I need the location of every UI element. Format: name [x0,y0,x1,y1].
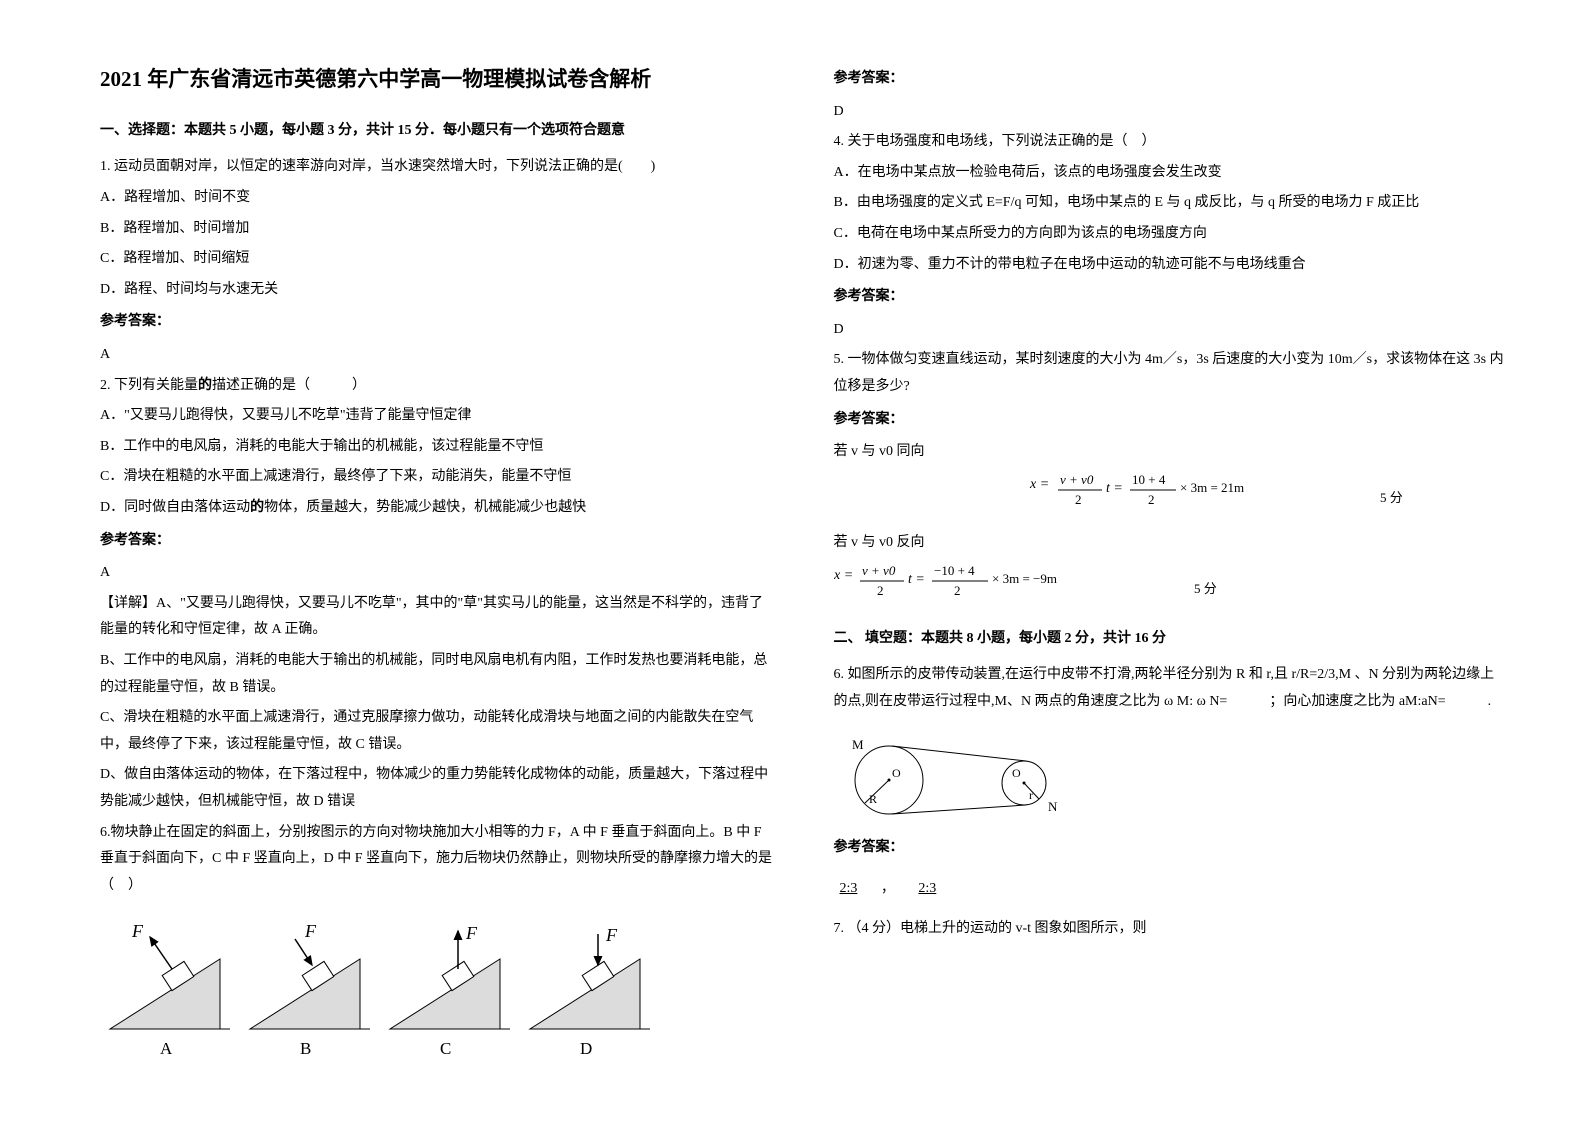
q1-answer: A [100,342,774,369]
q2-stem-a: 2. 下列有关能量 [100,378,198,393]
q4-option-b: B．由电场强度的定义式 E=F/q 可知，电场中某点的 E 与 q 成反比，与 … [834,190,1508,217]
svg-text:v + v0: v + v0 [862,563,896,578]
q2-stem-c: 描述正确的是（ ） [212,378,366,393]
q1-option-b: B．路程增加、时间增加 [100,216,774,243]
q2-explain-3: C、滑块在粗糙的水平面上减速滑行，通过克服摩擦力做功，动能转化成滑块与地面之间的… [100,705,774,758]
q2-answer-label: 参考答案： [100,528,774,555]
svg-text:v + v0: v + v0 [1060,472,1094,487]
q4-option-d: D．初速为零、重力不计的带电粒子在电场中运动的轨迹可能不与电场线重合 [834,252,1508,279]
page: 2021 年广东省清远市英德第六中学高一物理模拟试卷含解析 一、选择题：本题共 … [0,0,1587,1122]
right-column: 参考答案： D 4. 关于电场强度和电场线，下列说法正确的是（ ） A．在电场中… [834,60,1508,1082]
q2-option-c: C．滑块在粗糙的水平面上减速滑行，最终停了下来，动能消失，能量不守恒 [100,464,774,491]
q5-line-2: 若 v 与 v0 反向 [834,530,1508,557]
q2-stem: 2. 下列有关能量的描述正确的是（ ） [100,373,774,400]
q5-formula-2: x = v + v0 2 t = −10 + 4 2 × 3m = −9m 5 … [834,563,1508,616]
svg-text:2: 2 [877,583,884,598]
q2-option-d: D．同时做自由落体运动的物体，质量越大，势能减少越快，机械能减少也越快 [100,495,774,522]
svg-text:t =: t = [1106,481,1123,496]
incline-label-b: B [300,1039,311,1058]
right-ans-d-1: D [834,99,1508,126]
q6-right-stem: 6. 如图所示的皮带传动装置,在运行中皮带不打滑,两轮半径分别为 R 和 r,且… [834,662,1508,715]
q2-explain-4: D、做自由落体运动的物体，在下落过程中，物体减少的重力势能转化成物体的动能，质量… [100,762,774,815]
q2-answer: A [100,560,774,587]
left-column: 2021 年广东省清远市英德第六中学高一物理模拟试卷含解析 一、选择题：本题共 … [100,60,774,1082]
q4-option-a: A．在电场中某点放一检验电荷后，该点的电场强度会发生改变 [834,160,1508,187]
svg-text:F: F [605,925,618,945]
svg-text:F: F [304,921,317,941]
svg-text:F: F [131,921,144,941]
formula-1-svg: x = v + v0 2 t = 10 + 4 2 × 3m = 21m 5 分 [910,472,1430,514]
belt-R-label: R [869,792,877,806]
q2-d-a: D．同时做自由落体运动 [100,500,250,515]
q6-left-stem: 6.物块静止在固定的斜面上，分别按图示的方向对物块施加大小相等的力 F，A 中 … [100,820,774,900]
q6r-ratio-2: 2:3 [912,881,942,896]
belt-r-label: r [1029,788,1033,802]
svg-text:F: F [465,923,478,943]
q6r-sep: ， [867,881,909,896]
belt-o1-label: O [892,766,901,780]
q5-score-1: 5 分 [1380,490,1403,505]
section-2-heading: 二、 填空题：本题共 8 小题，每小题 2 分，共计 16 分 [834,626,1508,653]
svg-text:x =: x = [834,568,853,583]
q2-explain-1: 【详解】A、"又要马儿跑得快，又要马儿不吃草"，其中的"草"其实马儿的能量，这当… [100,591,774,644]
svg-text:t =: t = [908,572,925,587]
q1-option-c: C．路程增加、时间缩短 [100,246,774,273]
svg-text:−10 + 4: −10 + 4 [934,563,975,578]
q5-score-2: 5 分 [1194,581,1217,596]
q4-answer: D [834,317,1508,344]
svg-text:x =: x = [1029,477,1049,492]
belt-diagram: M O R O r N [834,725,1508,825]
belt-m-label: M [852,737,864,752]
svg-text:2: 2 [1075,492,1082,507]
q1-answer-label: 参考答案： [100,309,774,336]
q2-d-b: 的 [250,500,264,515]
right-ans-label-1: 参考答案： [834,66,1508,93]
incline-label-d: D [580,1039,592,1058]
section-1-heading: 一、选择题：本题共 5 小题，每小题 3 分，共计 15 分．每小题只有一个选项… [100,118,774,145]
incline-diagrams: F A F B F [100,909,660,1059]
q1-stem: 1. 运动员面朝对岸，以恒定的速率游向对岸，当水速突然增大时，下列说法正确的是(… [100,154,774,181]
incline-label-a: A [160,1039,173,1058]
q2-d-c: 物体，质量越大，势能减少越快，机械能减少也越快 [264,500,586,515]
svg-text:2: 2 [1148,492,1155,507]
exam-title: 2021 年广东省清远市英德第六中学高一物理模拟试卷含解析 [100,60,774,100]
q5-answer-label: 参考答案： [834,407,1508,434]
svg-text:10 + 4: 10 + 4 [1132,472,1166,487]
q2-option-b: B．工作中的电风扇，消耗的电能大于输出的机械能，该过程能量不守恒 [100,434,774,461]
formula-2-svg: x = v + v0 2 t = −10 + 4 2 × 3m = −9m 5 … [834,563,1354,605]
q4-option-c: C．电荷在电场中某点所受力的方向即为该点的电场强度方向 [834,221,1508,248]
svg-text:2: 2 [954,583,961,598]
q2-stem-b: 的 [198,378,212,393]
q6r-answer-line: 2:3 ， 2:3 [834,876,1508,903]
belt-o2-label: O [1012,766,1021,780]
q4-answer-label: 参考答案： [834,284,1508,311]
belt-n-label: N [1048,799,1058,814]
q6r-answer-label: 参考答案： [834,835,1508,862]
q2-option-a: A．"又要马儿跑得快，又要马儿不吃草"违背了能量守恒定律 [100,403,774,430]
svg-text:× 3m = −9m: × 3m = −9m [992,571,1057,586]
q1-option-d: D．路程、时间均与水速无关 [100,277,774,304]
incline-label-c: C [440,1039,451,1058]
q5-stem: 5. 一物体做匀变速直线运动，某时刻速度的大小为 4m／s，3s 后速度的大小变… [834,347,1508,400]
belt-svg: M O R O r N [834,725,1094,825]
q6r-ratio-1: 2:3 [834,881,864,896]
q2-explain-2: B、工作中的电风扇，消耗的电能大于输出的机械能，同时电风扇电机有内阻，工作时发热… [100,648,774,701]
q7-stem: 7. （4 分）电梯上升的运动的 v-t 图象如图所示，则 [834,916,1508,943]
incline-diagram-row: F A F B F [100,909,774,1059]
q4-stem: 4. 关于电场强度和电场线，下列说法正确的是（ ） [834,129,1508,156]
svg-text:× 3m = 21m: × 3m = 21m [1180,480,1244,495]
q5-formula-1: x = v + v0 2 t = 10 + 4 2 × 3m = 21m 5 分 [834,472,1508,525]
q5-line-1: 若 v 与 v0 同向 [834,439,1508,466]
q1-option-a: A．路程增加、时间不变 [100,185,774,212]
